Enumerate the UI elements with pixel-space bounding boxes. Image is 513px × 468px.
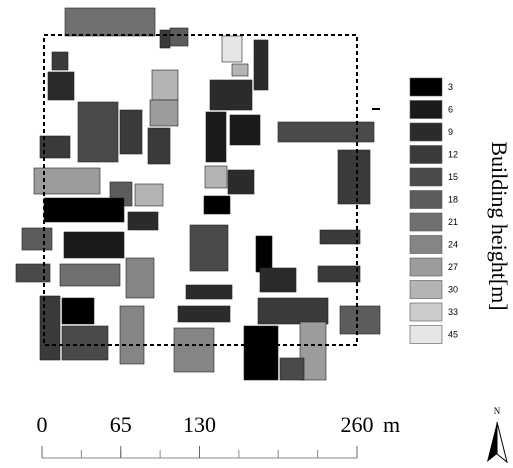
legend-label: 33: [448, 307, 458, 317]
legend-label: 21: [448, 217, 458, 227]
scale-label: 0: [37, 412, 48, 437]
legend-label: 18: [448, 195, 458, 205]
legend-swatch: [410, 281, 442, 299]
scale-bar: 0 65 130 260 m: [37, 412, 401, 458]
map: 3 6 9 12 15 18 21 24 27 30 33 45 Building height[m]…: [0, 0, 513, 468]
scale-unit: m: [383, 412, 400, 437]
legend-swatch: [410, 123, 442, 141]
scale-label: 130: [183, 412, 216, 437]
legend-swatch: [410, 236, 442, 254]
legend-label: 45: [448, 330, 458, 340]
north-label: N: [494, 406, 501, 416]
legend-label: 9: [448, 127, 453, 137]
north-arrow: N: [487, 406, 507, 462]
legend-label: 3: [448, 82, 453, 92]
legend-swatch: [410, 258, 442, 276]
legend-label: 24: [448, 240, 458, 250]
legend-swatch: [410, 78, 442, 96]
legend-label: 15: [448, 172, 458, 182]
legend-swatch: [410, 191, 442, 209]
legend-swatch: [410, 146, 442, 164]
legend-swatch: [410, 101, 442, 119]
legend: 3 6 9 12 15 18 21 24 27 30 33 45: [410, 78, 458, 344]
legend-swatch: [410, 326, 442, 344]
legend-label: 6: [448, 105, 453, 115]
legend-title: Building height[m]: [487, 141, 512, 310]
legend-swatch: [410, 303, 442, 321]
legend-swatch: [410, 213, 442, 231]
scale-label: 260: [341, 412, 374, 437]
legend-label: 27: [448, 262, 458, 272]
legend-swatch: [410, 168, 442, 186]
scale-label: 65: [110, 412, 132, 437]
arrow-right: [497, 422, 507, 462]
legend-label: 12: [448, 150, 458, 160]
arrow-left: [487, 422, 497, 462]
legend-label: 30: [448, 285, 458, 295]
buildings: [16, 8, 380, 380]
